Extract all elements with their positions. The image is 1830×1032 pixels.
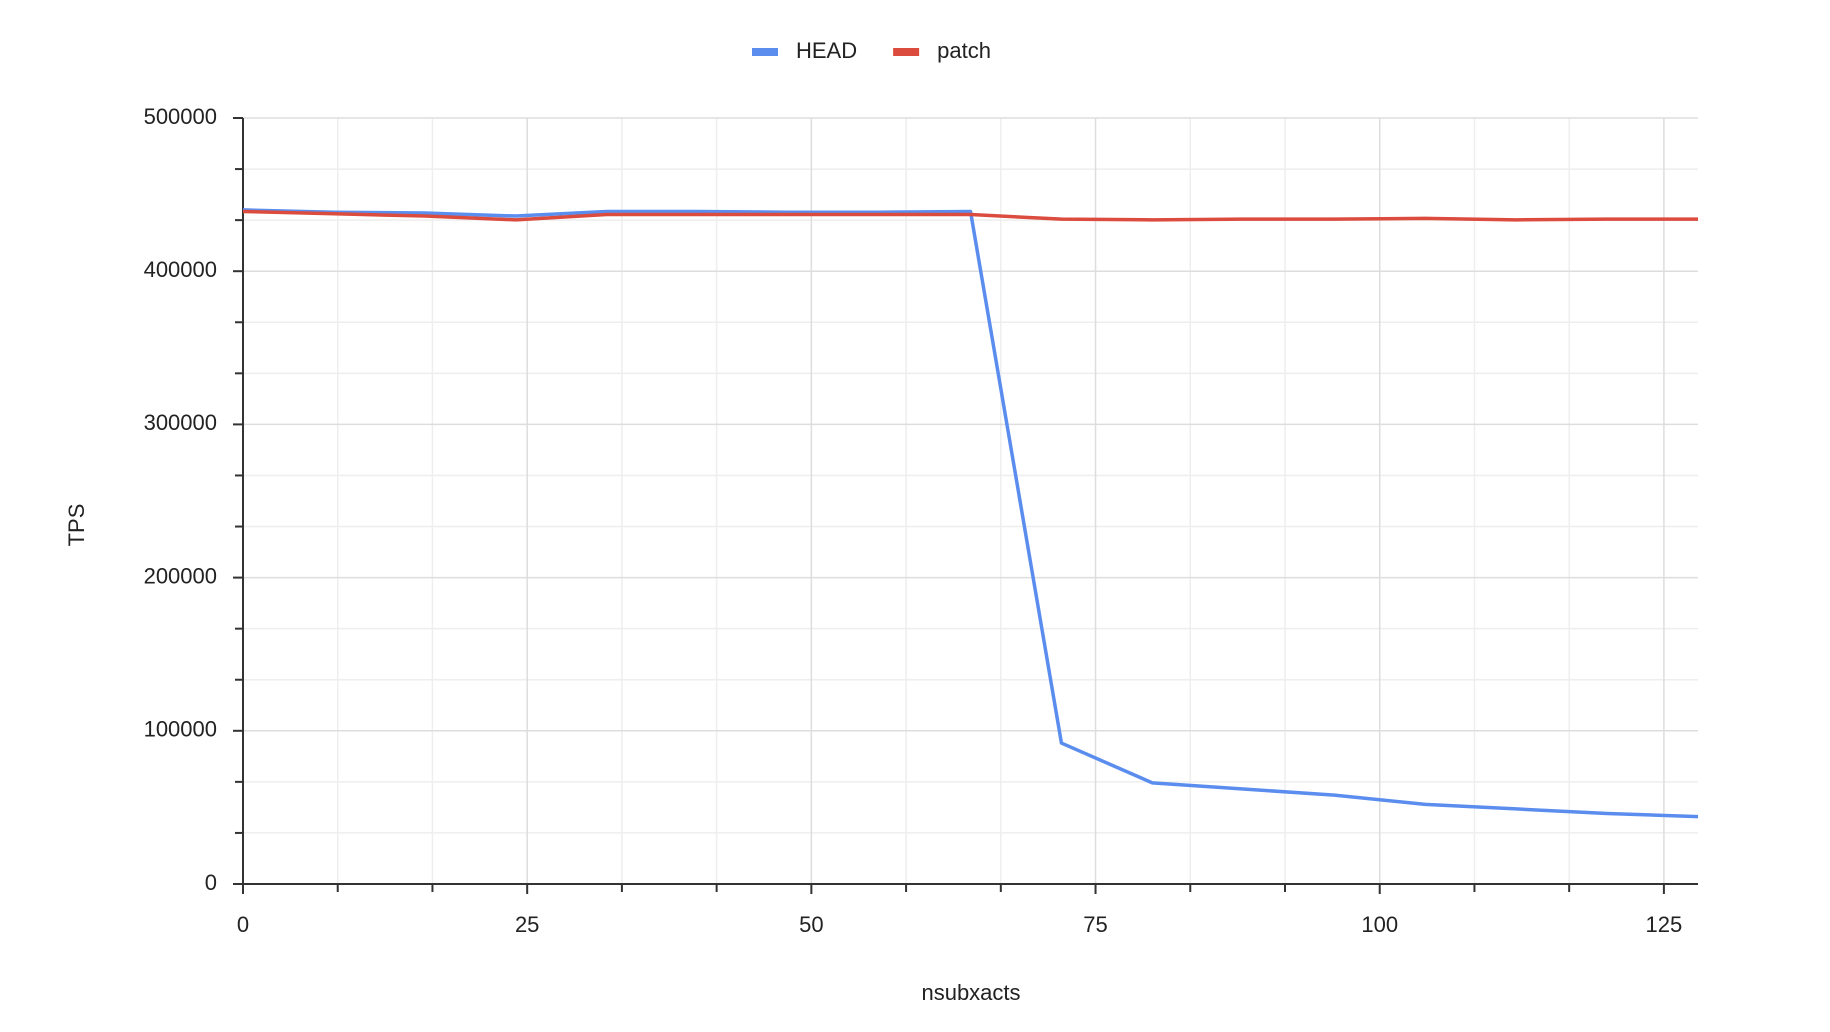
y-tick-label: 100000 — [144, 717, 217, 742]
line-series — [242, 209, 1698, 222]
y-tick-label: 300000 — [144, 410, 217, 435]
y-tick-label: 200000 — [144, 563, 217, 588]
legend-label: patch — [937, 38, 991, 63]
x-tick-label: 50 — [799, 912, 823, 937]
x-tick-label: 0 — [237, 912, 249, 937]
legend-swatch — [893, 48, 920, 56]
legend-swatch — [752, 48, 778, 56]
y-tick-label: 400000 — [144, 257, 217, 282]
legend-label: HEAD — [796, 38, 857, 63]
y-axis-label: TPS — [64, 504, 89, 547]
x-tick-label: 125 — [1646, 912, 1683, 937]
x-tick-label: 100 — [1361, 912, 1398, 937]
x-axis-label: nsubxacts — [921, 980, 1020, 1005]
y-tick-label: 500000 — [144, 104, 217, 129]
line-series — [242, 208, 1699, 819]
x-tick-label: 25 — [515, 912, 539, 937]
y-tick-label: 0 — [205, 870, 217, 895]
x-tick-label: 75 — [1083, 912, 1107, 937]
